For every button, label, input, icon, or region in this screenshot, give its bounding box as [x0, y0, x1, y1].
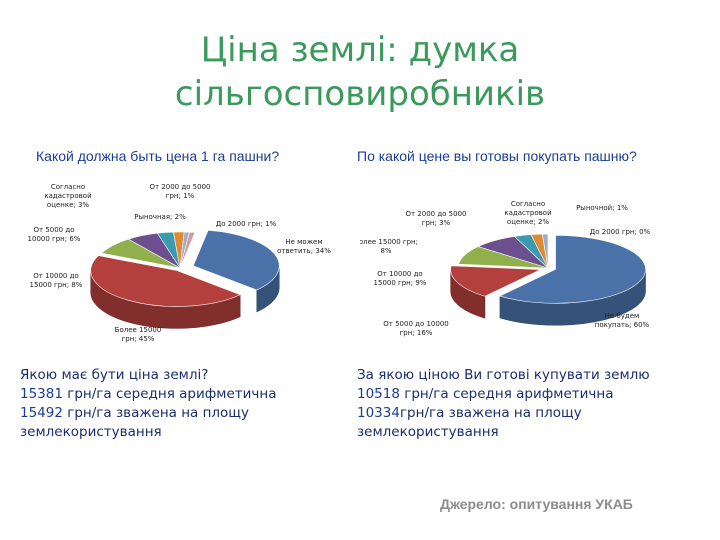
left-summary-mean-row: 15381 грн/га середня арифметична	[20, 385, 340, 404]
slide-title-line-1: Ціна землі: думка	[200, 30, 520, 70]
left-mean-value: 15381	[20, 386, 63, 402]
right-pie-chart: Не будем покупать; 60% От 5000 до 10000 грн…	[360, 200, 651, 337]
left-mean-text: грн/га середня арифметична	[62, 386, 277, 402]
pie-slice-label-0: Не будем покупать; 60%	[595, 312, 650, 329]
pie-slice-6	[541, 233, 549, 269]
pie-slice-label-7: До 2000 грн; 0%	[590, 228, 651, 236]
left-weighted-value: 15492	[20, 405, 63, 421]
pie-slice-label-3: От 5000 до 10000 грн; 6%	[28, 226, 81, 243]
right-summary-mean-row: 10518 грн/га середня арифметична	[357, 385, 707, 404]
pie-slice-label-4: Согласно кадастровой оценке; 3%	[44, 183, 91, 209]
left-summary: Якою має бути ціна землі? 15381 грн/га с…	[20, 366, 340, 442]
right-weighted-value: 10334	[357, 405, 400, 421]
pie-slice-label-6: От 2000 до 5000 грн; 1%	[149, 183, 210, 200]
pie-slice-label-0: Не можем ответить; 34%	[277, 238, 331, 255]
pie-slice-label-2: От 10000 до 15000 грн; 8%	[30, 272, 83, 289]
pie-slice-0	[192, 229, 280, 291]
pie-slice-label-4: От 2000 до 5000 грн; 3%	[405, 210, 466, 227]
pie-slice-1	[450, 265, 541, 297]
pie-top-faces	[90, 229, 280, 307]
pie-slice-label-5: Рыночная; 2%	[134, 213, 186, 221]
right-summary-land-use: землекористування	[357, 424, 499, 440]
right-summary: За якою ціною Ви готові купувати землю 1…	[357, 366, 707, 442]
pie-slice-label-3: Более 15000 грн; 8%	[360, 238, 418, 255]
left-summary-land-use: землекористування	[20, 424, 162, 440]
left-summary-weighted-row: 15492 грн/га зважена на площу	[20, 404, 340, 423]
pie-labels: Не можем ответить; 34% Более 15000 грн; 45%…	[28, 183, 332, 343]
slide-title: Ціна землі: думка сільгосповиробників	[130, 28, 590, 116]
pie-slice-label-1: От 5000 до 10000 грн; 16%	[383, 320, 448, 337]
pie-slice-label-6: Рыночной; 1%	[576, 204, 628, 212]
right-summary-question: За якою ціною Ви готові купувати землю	[357, 367, 650, 383]
right-mean-text: грн/га середня арифметична	[399, 386, 614, 402]
pie-top-faces	[450, 233, 646, 304]
slide-title-line-2: сільгосповиробників	[174, 74, 546, 114]
pie-slice-label-5: Согласно кадастровой оценке; 2%	[504, 200, 551, 226]
left-weighted-text: грн/га зважена на площу	[62, 405, 250, 421]
left-pie-chart: Не можем ответить; 34% Более 15000 грн; 45%…	[28, 183, 332, 343]
pie-slice-label-1: Более 15000 грн; 45%	[115, 326, 162, 343]
right-weighted-text: грн/га зважена на площу	[399, 405, 582, 421]
pie-slice-label-7: До 2000 грн; 1%	[216, 220, 277, 228]
pie-slice-label-2: От 10000 до 15000 грн; 9%	[374, 270, 427, 287]
right-mean-value: 10518	[357, 386, 400, 402]
pie-slice-0	[499, 235, 646, 304]
left-summary-question: Якою має бути ціна землі?	[20, 367, 209, 383]
right-summary-weighted-row: 10334грн/га зважена на площу	[357, 404, 707, 423]
pie-slice-1	[90, 255, 241, 307]
source-note: Джерело: опитування УКАБ	[440, 496, 633, 512]
right-chart-question: По какой цене вы готовы покупать пашню?	[357, 148, 637, 164]
pie-slice-7	[179, 231, 196, 269]
left-chart-question: Какой должна быть цена 1 га пашни?	[36, 148, 280, 164]
pie-labels: Не будем покупать; 60% От 5000 до 10000 грн…	[360, 200, 651, 337]
